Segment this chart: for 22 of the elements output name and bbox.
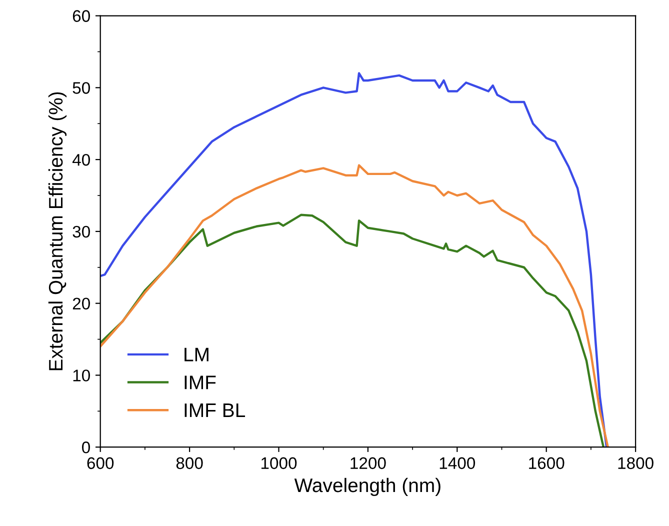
x-tick-label: 600 (87, 457, 114, 470)
y-tick-label: 10 (73, 370, 90, 382)
line-series (100, 214, 605, 448)
x-axis-title: Wavelength (nm) (294, 478, 440, 496)
y-tick-label: 0 (82, 442, 90, 454)
line-series (100, 164, 610, 448)
x-tick-label: 1000 (261, 457, 297, 470)
x-tick-label: 1200 (350, 457, 386, 470)
y-tick-label: 60 (72, 10, 90, 22)
y-axis-title: External Quantum Efficiency (%) (48, 92, 67, 370)
y-tick-label: 50 (72, 82, 90, 94)
x-tick-label: 1800 (618, 457, 654, 470)
legend-label: LM (184, 348, 208, 362)
legend-label: IMF BL (184, 404, 246, 417)
x-tick-label: 1600 (529, 457, 564, 470)
x-tick-label: 1400 (440, 457, 476, 470)
line-series (100, 72, 608, 448)
x-tick-label: 800 (176, 457, 203, 470)
legend-label: IMF (184, 376, 216, 390)
y-tick-label: 20 (72, 298, 90, 310)
y-tick-label: 30 (72, 226, 90, 238)
y-tick-label: 40 (72, 154, 90, 166)
